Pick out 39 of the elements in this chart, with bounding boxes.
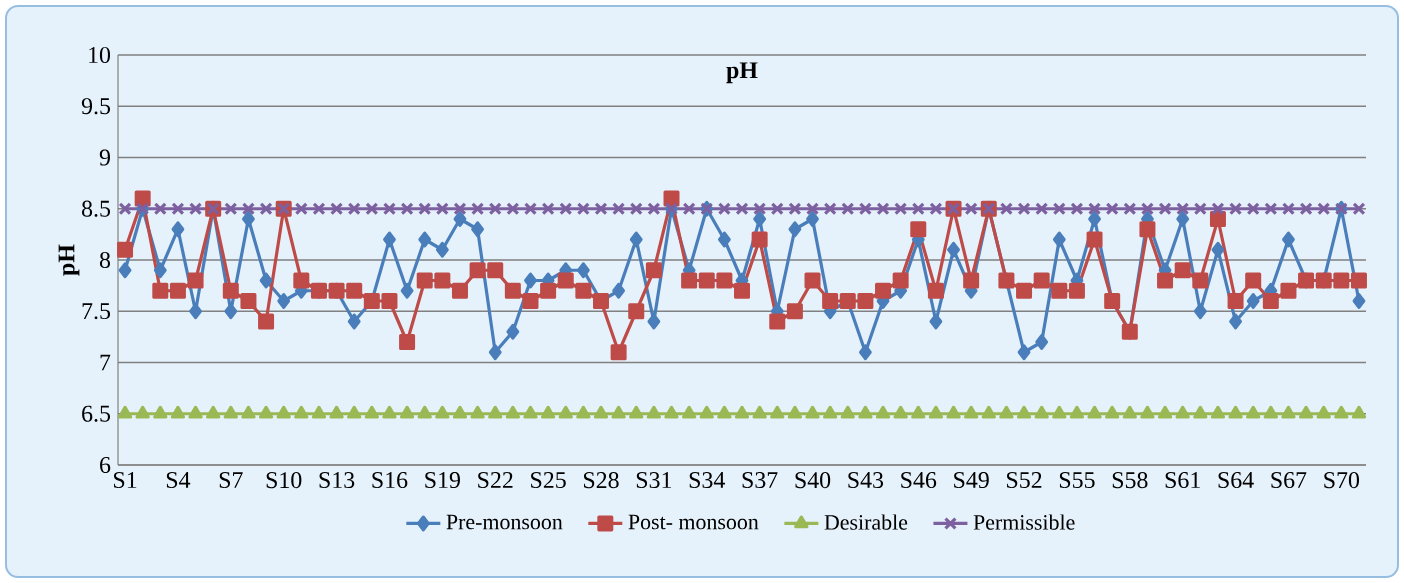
x-tick-label: S1 <box>114 472 137 489</box>
x-tick-label: S25 <box>531 472 566 489</box>
y-tick-label: 8.5 <box>81 200 111 217</box>
x-tick-label: S40 <box>795 472 831 489</box>
y-tick-label: 9 <box>99 149 110 166</box>
x-tick-label: S58 <box>1112 472 1148 489</box>
x-tick-label: S37 <box>742 472 778 489</box>
chart-title: pH <box>726 62 758 84</box>
x-tick-label: S16 <box>372 472 408 489</box>
x-tick-label: S34 <box>689 472 725 489</box>
x-tick-label: S4 <box>166 472 191 489</box>
legend-label: Desirable <box>824 514 908 530</box>
x-tick-label: S19 <box>425 472 460 489</box>
x-tick-label: S22 <box>478 472 513 489</box>
x-tick-label: S43 <box>848 472 884 489</box>
x-tick-label: S31 <box>636 472 672 489</box>
x-tick-label: S55 <box>1059 472 1095 489</box>
x-tick-label: S28 <box>583 472 619 489</box>
x-tick-label: S52 <box>1007 472 1042 489</box>
x-tick-label: S10 <box>266 472 302 489</box>
x-tick-label: S61 <box>1165 472 1200 489</box>
y-tick-label: 8 <box>99 251 111 269</box>
x-tick-label: S13 <box>319 472 355 489</box>
y-tick-label: 9.5 <box>81 98 111 115</box>
legend-label: Post- monsoon <box>628 514 759 530</box>
y-tick-label: 10 <box>89 46 111 64</box>
y-tick-label: 6.5 <box>82 405 111 422</box>
x-tick-label: S7 <box>219 472 243 489</box>
y-axis-title: pH <box>58 244 80 276</box>
y-tick-label: 7 <box>100 354 111 371</box>
legend-label: Permissible <box>973 514 1075 530</box>
y-tick-label: 7.5 <box>82 303 111 320</box>
x-tick-label: S67 <box>1271 472 1307 489</box>
legend-label: Pre-monsoon <box>446 514 563 530</box>
x-tick-label: S49 <box>954 472 989 489</box>
x-tick-label: S70 <box>1324 472 1360 489</box>
x-tick-label: S64 <box>1218 472 1254 489</box>
x-tick-label: S46 <box>901 472 937 489</box>
y-tick-label: 6 <box>100 456 111 474</box>
